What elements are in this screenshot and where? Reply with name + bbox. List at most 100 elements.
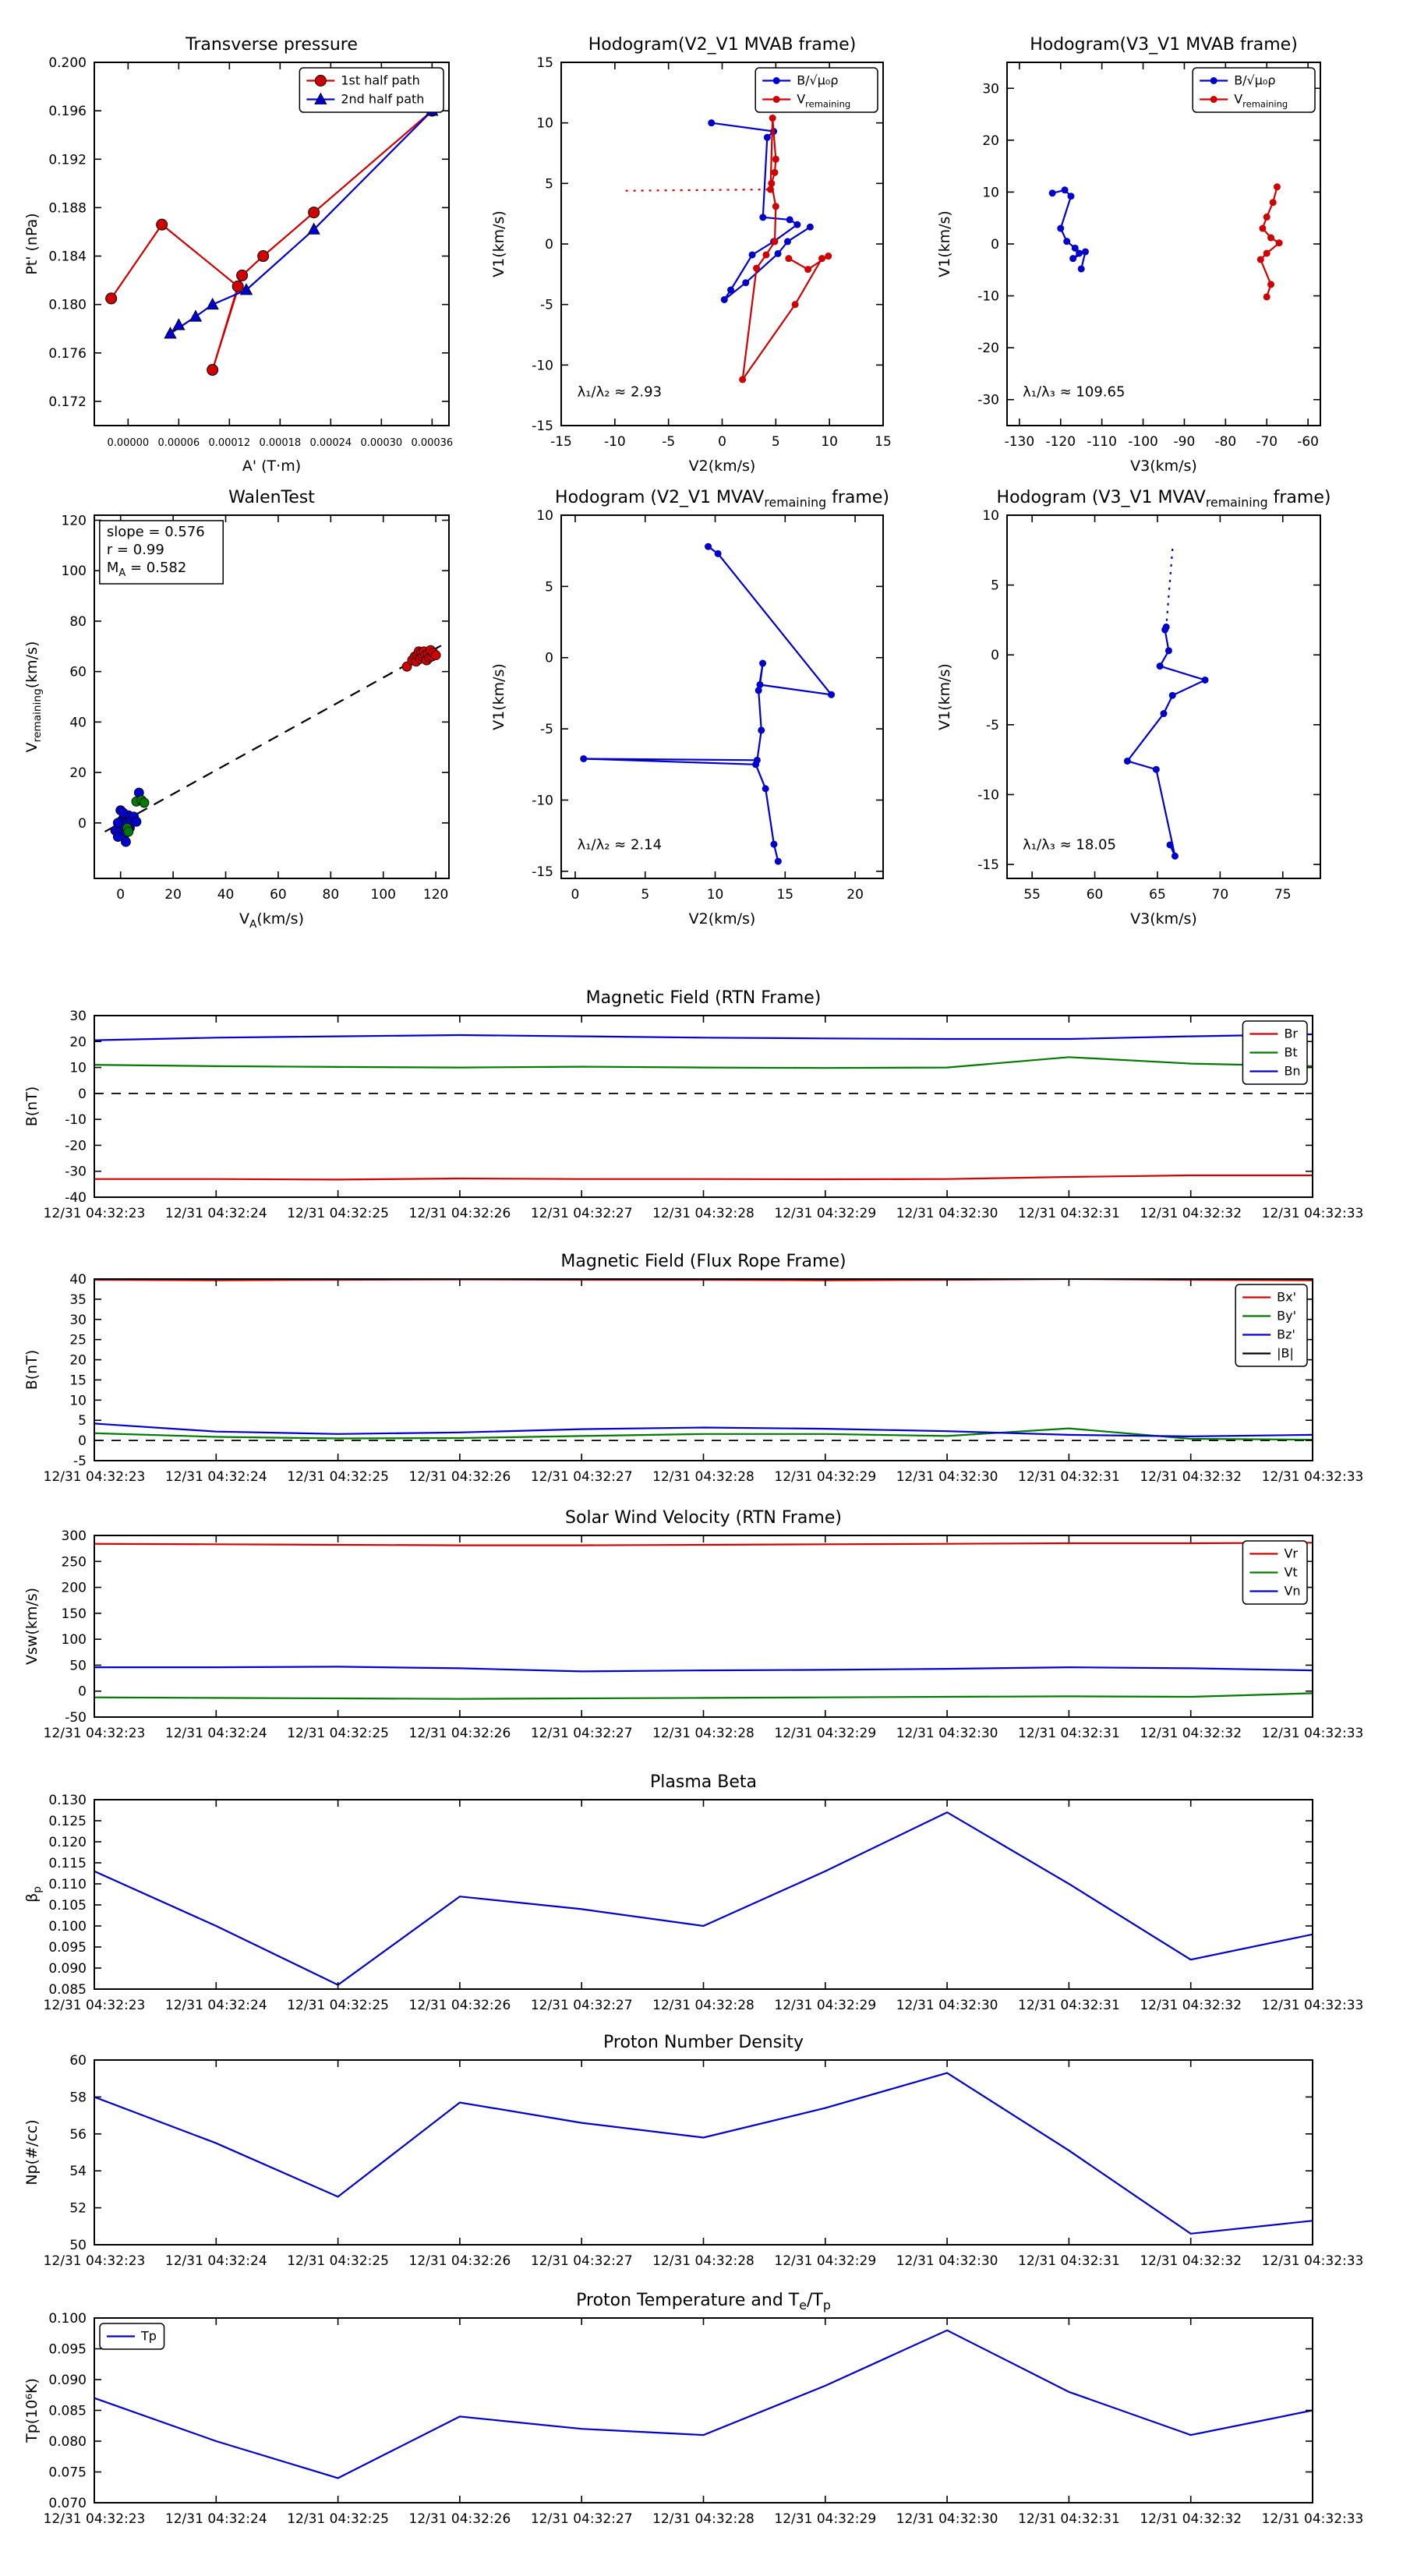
svg-text:0: 0 — [78, 1087, 87, 1102]
svg-text:-90: -90 — [1174, 434, 1196, 450]
svg-text:40: 40 — [69, 715, 87, 730]
svg-text:0.110: 0.110 — [48, 1877, 87, 1892]
svg-text:12/31 04:32:30: 12/31 04:32:30 — [896, 2511, 998, 2527]
svg-text:By': By' — [1277, 1309, 1296, 1323]
svg-text:12/31 04:32:26: 12/31 04:32:26 — [409, 1998, 511, 2013]
svg-text:12/31 04:32:32: 12/31 04:32:32 — [1140, 2253, 1242, 2269]
svg-text:WalenTest: WalenTest — [228, 488, 315, 507]
svg-text:55: 55 — [1023, 887, 1041, 903]
svg-text:-120: -120 — [1045, 434, 1076, 450]
svg-text:80: 80 — [69, 614, 87, 630]
svg-text:Tp: Tp — [140, 2329, 157, 2344]
svg-text:12/31 04:32:31: 12/31 04:32:31 — [1018, 1998, 1120, 2013]
svg-text:0.095: 0.095 — [48, 1940, 87, 1956]
svg-text:λ₁/λ₃ ≈ 18.05: λ₁/λ₃ ≈ 18.05 — [1023, 837, 1116, 853]
svg-text:12/31 04:32:24: 12/31 04:32:24 — [165, 1206, 267, 1221]
svg-text:MA = 0.582: MA = 0.582 — [107, 560, 187, 579]
svg-text:VA(km/s): VA(km/s) — [239, 910, 304, 931]
svg-text:12/31 04:32:30: 12/31 04:32:30 — [896, 1726, 998, 1741]
svg-text:20: 20 — [982, 133, 999, 149]
svg-text:10: 10 — [69, 1061, 87, 1076]
svg-text:V1(km/s): V1(km/s) — [490, 210, 507, 277]
svg-text:0.080: 0.080 — [48, 2434, 87, 2450]
svg-text:-130: -130 — [1005, 434, 1035, 450]
svg-text:-110: -110 — [1087, 434, 1117, 450]
svg-text:12/31 04:32:28: 12/31 04:32:28 — [652, 2253, 755, 2269]
svg-text:12/31 04:32:32: 12/31 04:32:32 — [1140, 1726, 1242, 1741]
svg-text:12/31 04:32:23: 12/31 04:32:23 — [44, 2253, 146, 2269]
svg-text:200: 200 — [62, 1581, 87, 1596]
legend-proton-temp: Tp — [99, 2323, 165, 2350]
svg-text:12/31 04:32:25: 12/31 04:32:25 — [287, 1726, 389, 1741]
chart-mag-fluxrope: 12/31 04:32:23 12/31 04:32:24 12/31 04:32:… — [23, 1252, 1363, 1485]
svg-text:-10: -10 — [977, 289, 999, 305]
annotation-hodogram-v3v1-mvav: λ₁/λ₃ ≈ 18.05 — [1023, 837, 1116, 853]
chart-transverse-pressure: 0.00000 0.00006 0.00012 0.00018 0.00024 0.000… — [23, 35, 453, 475]
svg-text:-15: -15 — [532, 419, 553, 434]
svg-text:-50: -50 — [65, 1710, 87, 1726]
svg-text:5: 5 — [545, 176, 553, 192]
svg-text:Hodogram(V3_V1 MVAB frame): Hodogram(V3_V1 MVAB frame) — [1030, 35, 1298, 55]
svg-text:-5: -5 — [540, 298, 553, 313]
svg-text:35: 35 — [69, 1292, 87, 1308]
svg-text:-5: -5 — [73, 1454, 87, 1469]
svg-text:0: 0 — [545, 651, 553, 666]
svg-text:12/31 04:32:24: 12/31 04:32:24 — [165, 2511, 267, 2527]
svg-text:-10: -10 — [977, 787, 999, 803]
svg-text:B(nT): B(nT) — [23, 1087, 41, 1127]
svg-text:12/31 04:32:25: 12/31 04:32:25 — [287, 1469, 389, 1485]
svg-text:0.00012: 0.00012 — [208, 437, 250, 449]
legend-vsw-rtn: Vr Vt Vn — [1242, 1540, 1308, 1605]
svg-text:-5: -5 — [540, 722, 553, 737]
svg-text:-20: -20 — [977, 341, 999, 356]
svg-text:12/31 04:32:33: 12/31 04:32:33 — [1262, 2253, 1364, 2269]
svg-text:-5: -5 — [986, 718, 999, 733]
svg-text:12/31 04:32:23: 12/31 04:32:23 — [44, 2511, 146, 2527]
svg-text:0.125: 0.125 — [48, 1814, 87, 1829]
svg-text:0: 0 — [718, 434, 726, 450]
svg-text:10: 10 — [69, 1393, 87, 1408]
svg-text:-100: -100 — [1128, 434, 1158, 450]
svg-text:-10: -10 — [65, 1112, 87, 1128]
legend-mag-rtn: Br Bt Bn — [1242, 1020, 1308, 1085]
svg-text:56: 56 — [69, 2127, 87, 2143]
svg-text:Plasma Beta: Plasma Beta — [650, 1772, 757, 1792]
svg-text:12/31 04:32:24: 12/31 04:32:24 — [165, 2253, 267, 2269]
annotation-walen-test: slope = 0.576 r = 0.99 MA = 0.582 — [99, 520, 224, 585]
svg-text:0.00030: 0.00030 — [360, 437, 402, 449]
svg-text:12/31 04:32:32: 12/31 04:32:32 — [1140, 1469, 1242, 1485]
svg-text:10: 10 — [536, 508, 553, 524]
svg-text:0: 0 — [78, 1684, 87, 1700]
svg-text:58: 58 — [69, 2090, 87, 2105]
svg-text:12/31 04:32:30: 12/31 04:32:30 — [896, 1206, 998, 1221]
svg-text:12/31 04:32:23: 12/31 04:32:23 — [44, 1998, 146, 2013]
svg-text:12/31 04:32:26: 12/31 04:32:26 — [409, 2253, 511, 2269]
svg-text:Bn: Bn — [1284, 1064, 1300, 1079]
svg-text:-40: -40 — [65, 1190, 87, 1206]
svg-text:40: 40 — [217, 887, 235, 903]
svg-text:70: 70 — [1212, 887, 1229, 903]
svg-text:12/31 04:32:26: 12/31 04:32:26 — [409, 1206, 511, 1221]
svg-text:-60: -60 — [1297, 434, 1319, 450]
svg-text:60: 60 — [1087, 887, 1104, 903]
svg-text:Np(#/cc): Np(#/cc) — [23, 2119, 41, 2185]
svg-text:-80: -80 — [1214, 434, 1236, 450]
svg-text:Vt: Vt — [1284, 1565, 1297, 1580]
svg-text:12/31 04:32:24: 12/31 04:32:24 — [165, 1998, 267, 2013]
svg-text:V1(km/s): V1(km/s) — [490, 663, 507, 730]
svg-text:12/31 04:32:28: 12/31 04:32:28 — [652, 1469, 755, 1485]
svg-text:12/31 04:32:27: 12/31 04:32:27 — [531, 1726, 633, 1741]
svg-text:10: 10 — [536, 116, 553, 132]
svg-text:12/31 04:32:27: 12/31 04:32:27 — [531, 1998, 633, 2013]
svg-text:12/31 04:32:26: 12/31 04:32:26 — [409, 2511, 511, 2527]
svg-text:12/31 04:32:33: 12/31 04:32:33 — [1262, 1726, 1364, 1741]
svg-text:Bx': Bx' — [1277, 1290, 1296, 1305]
svg-text:60: 60 — [69, 665, 87, 680]
svg-text:Pt' (nPa): Pt' (nPa) — [23, 213, 41, 274]
svg-text:0.095: 0.095 — [48, 2342, 87, 2358]
svg-text:Hodogram (V3_V1 MVAVremaining: Hodogram (V3_V1 MVAVremaining frame) — [997, 488, 1331, 510]
svg-text:r = 0.99: r = 0.99 — [107, 542, 164, 558]
svg-text:Magnetic Field (RTN Frame): Magnetic Field (RTN Frame) — [586, 988, 822, 1008]
svg-text:15: 15 — [536, 55, 553, 71]
chart-hodogram-v3v1-mvab: -130 -120 -110 -100 -90 -80 -70 -60-30-20-10010… — [936, 35, 1321, 475]
